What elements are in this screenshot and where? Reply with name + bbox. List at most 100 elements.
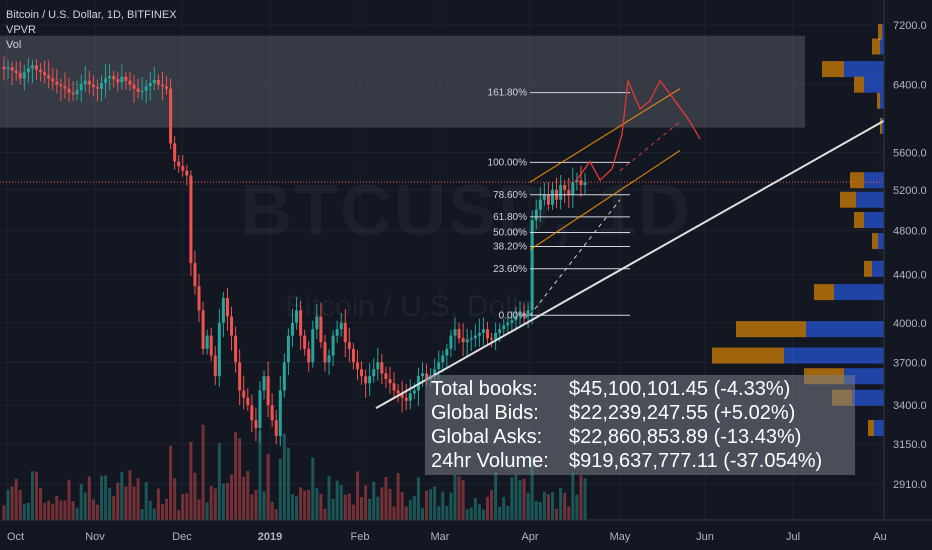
volume-bar <box>315 487 319 520</box>
stats-row-24hr-volume: 24hr Volume: $919,637,777.11 (-37.054%) <box>431 449 849 473</box>
candle-body <box>30 65 34 69</box>
volume-bar <box>384 476 388 520</box>
candle-body <box>47 75 51 79</box>
candle-body <box>469 338 473 340</box>
price-axis[interactable]: 7200.0 6400.0 5600.0 5200.0 4800.0 4400.0 4000… <box>883 0 932 550</box>
volume-bar <box>238 438 242 520</box>
candle-body <box>437 362 441 370</box>
stats-key: Global Asks: <box>431 426 543 448</box>
volume-bar <box>47 500 51 520</box>
candle-body <box>408 393 412 401</box>
time-axis[interactable]: Oct Nov Dec 2019 Feb Mar Apr May Jun Jul Au <box>0 519 932 543</box>
candle-body <box>563 185 567 190</box>
candle-body <box>108 76 112 79</box>
candle-body <box>473 335 477 339</box>
volume-bar <box>136 478 140 520</box>
volume-bar <box>282 433 286 520</box>
volume-bar <box>258 431 262 520</box>
candle-body <box>144 86 148 92</box>
x-tick-label: May <box>610 531 631 543</box>
volume-bar <box>132 486 136 520</box>
candle-body <box>246 397 250 406</box>
y-tick-label: 3400.0 <box>893 400 927 412</box>
volume-bar <box>347 493 351 520</box>
volume-bar <box>579 475 583 520</box>
candle-body <box>311 329 315 363</box>
vp-up-bar <box>882 24 884 41</box>
candles <box>2 56 587 447</box>
vp-up-bar <box>880 38 884 55</box>
candle-body <box>514 316 518 321</box>
candle-body <box>43 72 47 76</box>
volume-bar <box>128 470 132 520</box>
volume-bar <box>14 478 18 520</box>
candle-body <box>39 69 43 73</box>
volume-bar <box>445 506 449 520</box>
symbol-title[interactable]: Bitcoin / U.S. Dollar, 1D, BITFINEX <box>6 9 177 21</box>
volume-bar <box>388 488 392 520</box>
candle-body <box>534 209 538 220</box>
candle-body <box>250 405 254 421</box>
candle-body <box>10 67 14 71</box>
candle-body <box>152 79 156 84</box>
volume-bar <box>43 503 47 520</box>
candle-body <box>490 338 494 340</box>
candle-body <box>400 393 404 398</box>
candle-body <box>343 322 347 343</box>
volume-bar <box>39 487 43 520</box>
stats-row-global-bids: Global Bids: $22,239,247.55 (+5.02%) <box>431 401 849 425</box>
candle-body <box>258 390 262 429</box>
volume-bar <box>67 479 71 520</box>
candle-body <box>461 338 465 343</box>
volume-bar <box>286 447 290 520</box>
stats-row-global-asks: Global Asks: $22,860,853.89 (-13.43%) <box>431 425 849 449</box>
volume-bar <box>205 502 209 520</box>
candle-body <box>412 390 416 394</box>
candle-body <box>546 194 550 205</box>
volume-bar <box>51 503 55 520</box>
volume-bar <box>35 471 39 520</box>
candle-body <box>63 86 67 89</box>
volume-bar <box>469 507 473 520</box>
candle-body <box>559 185 563 200</box>
candle-body <box>364 376 368 384</box>
volume-bar <box>534 501 538 520</box>
y-tick-label: 7200.0 <box>893 20 927 32</box>
volume-bar <box>372 481 376 520</box>
volume-bar <box>79 484 83 520</box>
indicator-volume[interactable]: Vol <box>6 39 22 51</box>
vp-up-bar <box>864 172 884 189</box>
volume-bar <box>481 509 485 520</box>
fib-label: 50.00% <box>493 228 527 239</box>
volume-bar <box>449 492 453 520</box>
indicator-vpvr[interactable]: VPVR <box>6 24 36 36</box>
volume-bar <box>502 496 506 520</box>
candle-body <box>445 348 449 356</box>
candle-body <box>522 312 526 317</box>
volume-bar <box>213 488 217 520</box>
candle-body <box>148 83 152 87</box>
volume-bar <box>148 500 152 520</box>
y-tick-label: 3700.0 <box>893 357 927 369</box>
x-tick-label: Mar <box>431 531 450 543</box>
candle-body <box>100 83 104 89</box>
vp-down-bar <box>850 172 864 189</box>
vp-up-bar <box>864 211 884 228</box>
volume-bar <box>396 473 400 520</box>
volume-bar <box>234 431 238 520</box>
volume-bar <box>376 496 380 520</box>
candle-body <box>181 166 185 171</box>
volume-bar <box>303 490 307 520</box>
volume-bar <box>221 483 225 520</box>
volume-bar <box>563 492 567 520</box>
volume-bar <box>522 478 526 520</box>
volume-bar <box>351 504 355 520</box>
candle-body <box>494 333 498 340</box>
volume-bar <box>559 488 563 520</box>
y-tick-label: 4800.0 <box>893 225 927 237</box>
volume-bar <box>355 471 359 520</box>
candle-body <box>295 310 299 323</box>
volume-bar <box>254 489 258 520</box>
volume-bar <box>327 475 331 520</box>
